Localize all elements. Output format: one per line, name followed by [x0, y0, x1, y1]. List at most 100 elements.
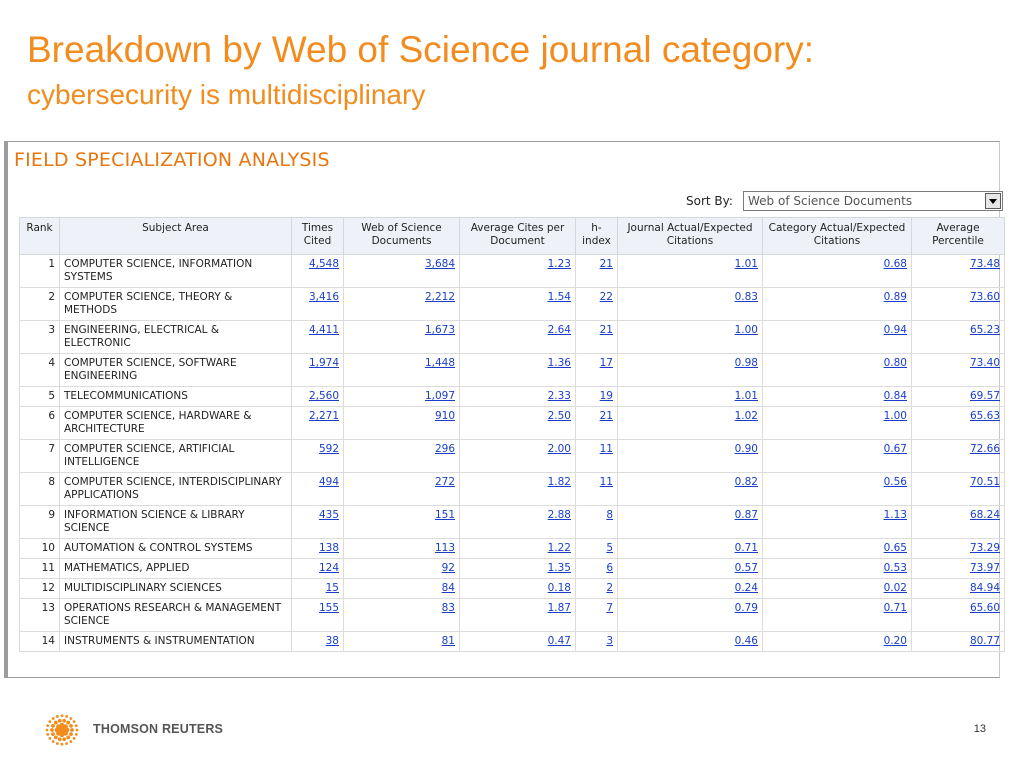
- category-ae-link[interactable]: 1.00: [883, 410, 907, 422]
- journal-ae-link[interactable]: 0.90: [734, 443, 758, 455]
- avg-cites-link[interactable]: 2.00: [547, 443, 571, 455]
- column-header[interactable]: h-index: [575, 217, 618, 255]
- category-ae-link[interactable]: 1.13: [883, 509, 907, 521]
- journal-ae-link[interactable]: 0.98: [734, 357, 758, 369]
- avg-cites-link[interactable]: 1.22: [547, 542, 571, 554]
- dropdown-arrow-icon[interactable]: [985, 193, 1001, 209]
- journal-ae-link[interactable]: 0.57: [734, 562, 758, 574]
- sort-by-select[interactable]: Web of Science Documents: [743, 191, 1003, 211]
- avg-cites-link[interactable]: 0.47: [547, 635, 571, 647]
- percentile-link[interactable]: 70.51: [969, 476, 1000, 488]
- documents-link[interactable]: 272: [434, 476, 455, 488]
- column-header[interactable]: Rank: [19, 217, 60, 255]
- category-ae-link[interactable]: 0.94: [883, 324, 907, 336]
- column-header[interactable]: Subject Area: [59, 217, 292, 255]
- percentile-link[interactable]: 73.40: [969, 357, 1000, 369]
- category-ae-link[interactable]: 0.56: [883, 476, 907, 488]
- times-cited-link[interactable]: 155: [318, 602, 339, 614]
- avg-cites-link[interactable]: 1.87: [547, 602, 571, 614]
- documents-link[interactable]: 1,097: [424, 390, 455, 402]
- documents-link[interactable]: 910: [434, 410, 455, 422]
- h-index-link[interactable]: 8: [606, 509, 613, 521]
- documents-link[interactable]: 1,448: [424, 357, 455, 369]
- journal-ae-link[interactable]: 1.00: [734, 324, 758, 336]
- avg-cites-link[interactable]: 2.88: [547, 509, 571, 521]
- column-header[interactable]: Average Cites per Document: [459, 217, 576, 255]
- journal-ae-link[interactable]: 0.24: [734, 582, 758, 594]
- times-cited-link[interactable]: 2,271: [308, 410, 339, 422]
- column-header[interactable]: Journal Actual/Expected Citations: [617, 217, 763, 255]
- times-cited-link[interactable]: 3,416: [308, 291, 339, 303]
- h-index-link[interactable]: 7: [606, 602, 613, 614]
- percentile-link[interactable]: 73.97: [969, 562, 1000, 574]
- category-ae-link[interactable]: 0.53: [883, 562, 907, 574]
- journal-ae-link[interactable]: 0.46: [734, 635, 758, 647]
- avg-cites-link[interactable]: 1.54: [547, 291, 571, 303]
- documents-link[interactable]: 2,212: [424, 291, 455, 303]
- times-cited-link[interactable]: 435: [318, 509, 339, 521]
- times-cited-link[interactable]: 38: [325, 635, 339, 647]
- avg-cites-link[interactable]: 1.23: [547, 258, 571, 270]
- percentile-link[interactable]: 65.63: [969, 410, 1000, 422]
- h-index-link[interactable]: 21: [599, 258, 613, 270]
- percentile-link[interactable]: 72.66: [969, 443, 1000, 455]
- times-cited-link[interactable]: 592: [318, 443, 339, 455]
- journal-ae-link[interactable]: 0.87: [734, 509, 758, 521]
- journal-ae-link[interactable]: 0.82: [734, 476, 758, 488]
- h-index-link[interactable]: 22: [599, 291, 613, 303]
- documents-link[interactable]: 296: [434, 443, 455, 455]
- category-ae-link[interactable]: 0.84: [883, 390, 907, 402]
- times-cited-link[interactable]: 1,974: [308, 357, 339, 369]
- journal-ae-link[interactable]: 0.83: [734, 291, 758, 303]
- h-index-link[interactable]: 11: [599, 443, 613, 455]
- journal-ae-link[interactable]: 1.01: [734, 258, 758, 270]
- documents-link[interactable]: 1,673: [424, 324, 455, 336]
- avg-cites-link[interactable]: 2.50: [547, 410, 571, 422]
- category-ae-link[interactable]: 0.80: [883, 357, 907, 369]
- h-index-link[interactable]: 5: [606, 542, 613, 554]
- h-index-link[interactable]: 3: [606, 635, 613, 647]
- category-ae-link[interactable]: 0.02: [883, 582, 907, 594]
- avg-cites-link[interactable]: 1.36: [547, 357, 571, 369]
- times-cited-link[interactable]: 124: [318, 562, 339, 574]
- times-cited-link[interactable]: 4,548: [308, 258, 339, 270]
- percentile-link[interactable]: 80.77: [969, 635, 1000, 647]
- journal-ae-link[interactable]: 0.79: [734, 602, 758, 614]
- column-header[interactable]: Average Percentile: [911, 217, 1005, 255]
- h-index-link[interactable]: 11: [599, 476, 613, 488]
- avg-cites-link[interactable]: 0.18: [547, 582, 571, 594]
- percentile-link[interactable]: 69.57: [969, 390, 1000, 402]
- documents-link[interactable]: 113: [434, 542, 455, 554]
- times-cited-link[interactable]: 15: [325, 582, 339, 594]
- column-header[interactable]: Web of Science Documents: [343, 217, 460, 255]
- percentile-link[interactable]: 73.48: [969, 258, 1000, 270]
- documents-link[interactable]: 83: [441, 602, 455, 614]
- avg-cites-link[interactable]: 2.64: [547, 324, 571, 336]
- column-header[interactable]: Times Cited: [291, 217, 344, 255]
- journal-ae-link[interactable]: 0.71: [734, 542, 758, 554]
- h-index-link[interactable]: 19: [599, 390, 613, 402]
- category-ae-link[interactable]: 0.20: [883, 635, 907, 647]
- percentile-link[interactable]: 73.29: [969, 542, 1000, 554]
- times-cited-link[interactable]: 494: [318, 476, 339, 488]
- avg-cites-link[interactable]: 1.35: [547, 562, 571, 574]
- documents-link[interactable]: 151: [434, 509, 455, 521]
- times-cited-link[interactable]: 138: [318, 542, 339, 554]
- times-cited-link[interactable]: 4,411: [308, 324, 339, 336]
- column-header[interactable]: Category Actual/Expected Citations: [762, 217, 912, 255]
- h-index-link[interactable]: 17: [599, 357, 613, 369]
- journal-ae-link[interactable]: 1.02: [734, 410, 758, 422]
- documents-link[interactable]: 81: [441, 635, 455, 647]
- h-index-link[interactable]: 2: [606, 582, 613, 594]
- category-ae-link[interactable]: 0.89: [883, 291, 907, 303]
- documents-link[interactable]: 84: [441, 582, 455, 594]
- documents-link[interactable]: 3,684: [424, 258, 455, 270]
- percentile-link[interactable]: 65.60: [969, 602, 1000, 614]
- h-index-link[interactable]: 6: [606, 562, 613, 574]
- percentile-link[interactable]: 65.23: [969, 324, 1000, 336]
- documents-link[interactable]: 92: [441, 562, 455, 574]
- h-index-link[interactable]: 21: [599, 324, 613, 336]
- journal-ae-link[interactable]: 1.01: [734, 390, 758, 402]
- percentile-link[interactable]: 68.24: [969, 509, 1000, 521]
- category-ae-link[interactable]: 0.65: [883, 542, 907, 554]
